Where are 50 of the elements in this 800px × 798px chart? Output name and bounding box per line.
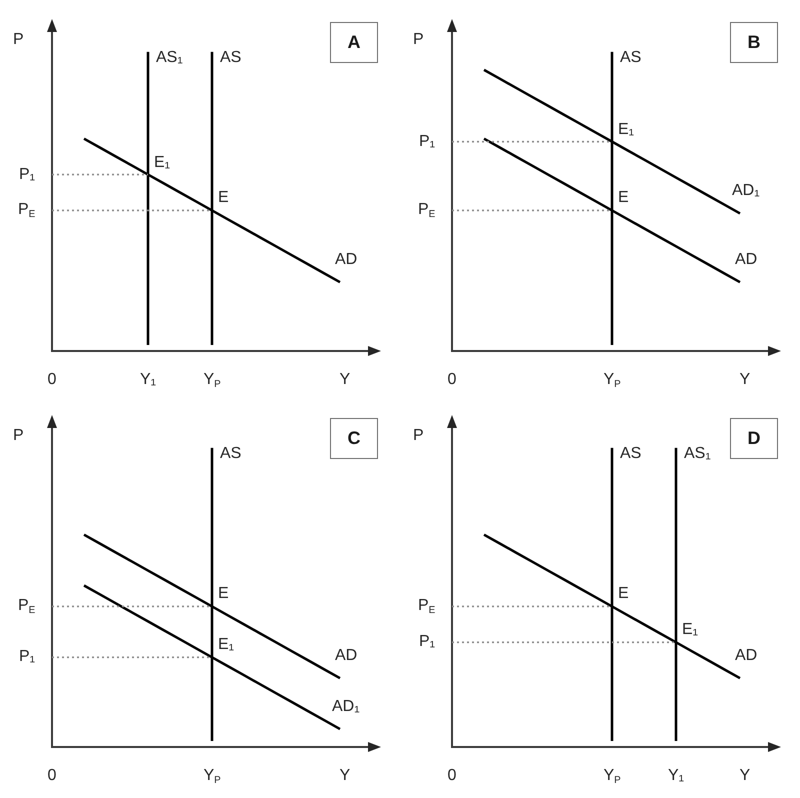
y-axis-title: P bbox=[13, 31, 24, 50]
x-axis-title: Y bbox=[340, 371, 350, 390]
series-label: AD₁ bbox=[732, 182, 760, 201]
x-tick-label: 0 bbox=[448, 767, 456, 786]
series-label: AS₁ bbox=[156, 48, 183, 68]
series-label: P₁ bbox=[419, 132, 436, 152]
annotation: E₁ bbox=[218, 636, 234, 655]
annotation: E bbox=[618, 585, 629, 604]
annotation: E₁ bbox=[618, 120, 634, 140]
series-label: P$_{E}$ bbox=[418, 201, 436, 220]
series-label: P$_{E}$ bbox=[18, 597, 36, 616]
x-tick-label: 0 bbox=[448, 371, 456, 390]
annotation: E bbox=[618, 189, 629, 208]
x-axis-title: Y bbox=[740, 371, 750, 390]
chart-title: A bbox=[330, 22, 378, 63]
series-label: AD bbox=[335, 251, 358, 270]
x-tick-label: Y₁ bbox=[140, 371, 156, 390]
series-label: AD₁ bbox=[332, 698, 360, 716]
chart-title: B bbox=[730, 22, 778, 63]
annotation: E bbox=[218, 585, 229, 604]
series-label: AD bbox=[735, 251, 758, 270]
series-label: P₁ bbox=[419, 633, 436, 652]
series-label: AS bbox=[620, 48, 642, 68]
series-label: P₁ bbox=[19, 648, 36, 667]
x-tick-label: Y$_{P}$ bbox=[204, 767, 221, 786]
annotation: E bbox=[218, 189, 229, 208]
chart-title: C bbox=[330, 418, 378, 459]
x-tick-label: 0 bbox=[48, 767, 56, 786]
y-axis-title: P bbox=[413, 31, 424, 50]
series-label: AS bbox=[220, 48, 242, 68]
series-label: AD bbox=[335, 647, 358, 666]
y-axis-title: P bbox=[13, 427, 24, 446]
series-label: AS bbox=[620, 444, 642, 464]
chart-title: D bbox=[730, 418, 778, 459]
x-tick-label: Y$_{P}$ bbox=[604, 767, 621, 786]
series-label: AS₁ bbox=[684, 444, 711, 464]
y-axis-title: P bbox=[413, 427, 424, 446]
x-tick-label: Y$_{P}$ bbox=[204, 371, 221, 390]
x-tick-label: Y$_{P}$ bbox=[604, 371, 621, 390]
series-label: P$_{E}$ bbox=[418, 597, 436, 616]
annotation: E₁ bbox=[154, 154, 170, 172]
series-label: P$_{E}$ bbox=[18, 201, 36, 220]
series-label: AS bbox=[220, 444, 242, 464]
series-label: AD bbox=[735, 647, 758, 666]
x-tick-label: Y₁ bbox=[668, 767, 684, 786]
x-axis-title: Y bbox=[340, 767, 350, 786]
annotation: E₁ bbox=[682, 621, 698, 640]
x-axis-title: Y bbox=[740, 767, 750, 786]
x-tick-label: 0 bbox=[48, 371, 56, 390]
series-label: P₁ bbox=[19, 166, 36, 184]
